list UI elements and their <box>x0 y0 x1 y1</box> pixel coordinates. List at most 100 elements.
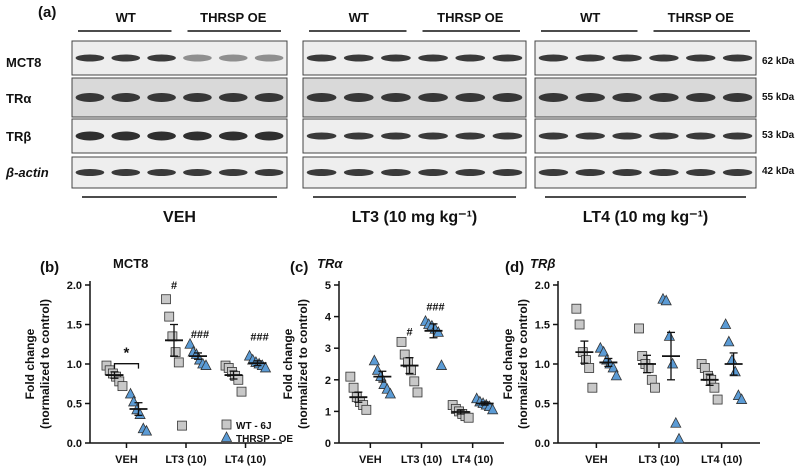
significance-marker: * <box>124 345 130 362</box>
data-point-wt <box>574 319 585 330</box>
data-point-oe <box>134 408 146 419</box>
blot-band <box>254 169 284 176</box>
blot-band <box>254 131 284 141</box>
legend-label-wt: WT - 6J <box>236 421 272 432</box>
blot-band <box>147 131 176 141</box>
y-tick-label: 0.0 <box>535 438 550 450</box>
protein-label: TRβ <box>6 129 31 144</box>
y-axis-label-2: (normalized to control) <box>38 299 52 429</box>
significance-bracket <box>113 363 140 369</box>
blot-band <box>75 131 105 141</box>
x-tick-label: LT3 (10) <box>401 454 443 466</box>
data-point-wt <box>571 303 582 314</box>
legend-swatch-oe <box>220 431 233 442</box>
blot-band <box>147 93 176 102</box>
data-point-oe <box>607 361 619 373</box>
blot-band <box>183 169 212 176</box>
blot-band <box>218 169 248 176</box>
significance-marker: # <box>406 327 412 339</box>
blot-strip <box>71 156 288 189</box>
blot-band <box>612 93 642 102</box>
y-axis-label: Fold change <box>281 328 295 399</box>
blot-band <box>254 93 284 102</box>
blot-band <box>343 54 374 62</box>
blot-band <box>649 93 679 102</box>
group-label-oe: THRSP OE <box>668 10 735 25</box>
x-tick-label: VEH <box>585 454 608 466</box>
blot-band <box>381 132 411 140</box>
blot-band <box>75 54 105 62</box>
y-tick-label: 0.5 <box>67 399 82 411</box>
data-point-oe <box>597 345 610 357</box>
blot-band <box>418 169 448 176</box>
blot-strip <box>534 118 757 154</box>
data-point-oe <box>726 353 738 365</box>
blot-band <box>575 132 605 140</box>
data-point-wt <box>177 420 187 431</box>
x-tick-label: LT4 (10) <box>225 454 267 466</box>
blot-band <box>538 132 569 140</box>
data-point-oe <box>384 387 397 399</box>
panel-label: (c) <box>290 259 308 276</box>
data-point-oe <box>666 357 679 369</box>
kda-label: 42 kDa <box>762 166 795 177</box>
kda-label: 55 kDa <box>762 92 795 103</box>
data-point-wt <box>233 374 244 385</box>
blot-band <box>686 54 716 62</box>
x-tick-label: LT3 (10) <box>165 454 207 466</box>
y-tick-label: 2 <box>325 375 331 387</box>
data-point-wt <box>409 376 420 387</box>
y-tick-label: 1 <box>325 406 331 418</box>
blot-band <box>649 169 679 176</box>
data-point-oe <box>610 369 623 381</box>
y-axis-label-2: (normalized to control) <box>516 299 530 429</box>
blot-band <box>455 132 486 140</box>
blot-band <box>306 54 337 62</box>
group-label-wt: WT <box>580 10 600 25</box>
legend: WT - 6J THRSP - OE <box>220 419 293 445</box>
data-point-wt <box>164 311 175 322</box>
x-tick-label: VEH <box>115 454 138 466</box>
chart-title: MCT8 <box>113 256 148 271</box>
panel-label: (b) <box>40 259 59 276</box>
blot-band <box>686 169 716 176</box>
blot-band <box>575 54 605 62</box>
data-point-oe <box>663 329 676 341</box>
blot-band <box>218 131 248 141</box>
y-tick-label: 0.5 <box>535 399 550 411</box>
blot-band <box>111 54 141 62</box>
blot-band <box>343 169 374 176</box>
blot-band <box>306 132 337 140</box>
data-point-oe <box>670 416 682 428</box>
data-point-oe <box>128 395 140 407</box>
legend-swatch-wt <box>221 419 232 430</box>
blot-strip <box>71 77 288 118</box>
blot-band <box>381 54 411 62</box>
blot-band <box>575 169 605 176</box>
group-label-oe: THRSP OE <box>200 10 267 25</box>
blot-band <box>722 54 753 62</box>
blot-band <box>218 54 248 62</box>
blot-band <box>147 169 176 176</box>
blot-band <box>343 93 374 102</box>
data-point-oe <box>368 354 381 366</box>
blot-strip <box>534 77 757 118</box>
data-point-oe <box>124 387 137 399</box>
panel-label: (d) <box>505 259 524 276</box>
blot-band <box>75 169 105 176</box>
blot-band <box>218 93 248 102</box>
blot-band <box>183 131 212 141</box>
chart-panel-1: (b) MCT8 0.0 0.5 1.0 1.5 2.0 Fold change (normal… <box>23 256 282 466</box>
significance-marker: ### <box>426 301 444 313</box>
data-point-wt <box>345 371 356 382</box>
protein-label: TRα <box>6 91 31 106</box>
blot-band <box>612 54 642 62</box>
western-blot-panel: WT THRSP OE VEH WT THRSP OE LT3 (10 mg kg⁻¹) W… <box>5 10 795 226</box>
data-point-oe <box>719 318 732 329</box>
y-tick-label: 5 <box>325 280 331 292</box>
data-point-wt <box>587 382 598 393</box>
data-point-oe <box>486 403 499 415</box>
data-point-oe <box>259 361 272 373</box>
blot-band <box>492 132 523 140</box>
data-point-wt <box>173 357 184 368</box>
